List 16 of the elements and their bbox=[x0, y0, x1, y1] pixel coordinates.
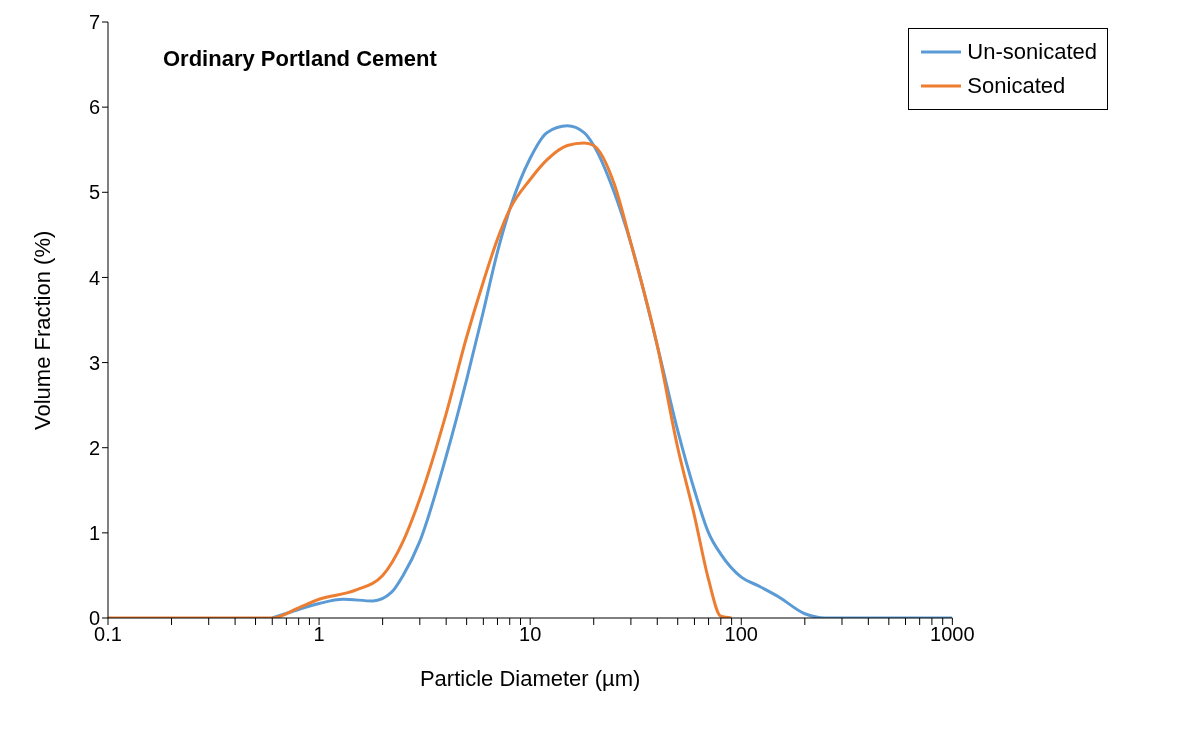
y-tick-label: 4 bbox=[88, 266, 100, 289]
legend-label: Sonicated bbox=[967, 73, 1066, 99]
y-tick-label: 2 bbox=[88, 436, 100, 459]
x-tick-label: 1000 bbox=[930, 623, 975, 646]
text: Ordinary Portland Cement bbox=[163, 46, 437, 72]
y-tick-label: 7 bbox=[88, 11, 100, 34]
y-tick-label: 1 bbox=[88, 521, 100, 544]
y-axis-title: Volume Fraction (%) bbox=[29, 230, 55, 430]
x-tick-label: 10 bbox=[519, 623, 542, 646]
legend-label: Un-sonicated bbox=[967, 39, 1097, 65]
y-tick-label: 6 bbox=[88, 96, 100, 119]
x-tick-label: 1 bbox=[313, 623, 325, 646]
y-tick-label: 5 bbox=[88, 181, 100, 204]
x-tick-label: 100 bbox=[724, 623, 758, 646]
y-tick-label: 3 bbox=[88, 351, 100, 374]
x-axis-title: Particle Diameter (µm) bbox=[419, 666, 641, 691]
